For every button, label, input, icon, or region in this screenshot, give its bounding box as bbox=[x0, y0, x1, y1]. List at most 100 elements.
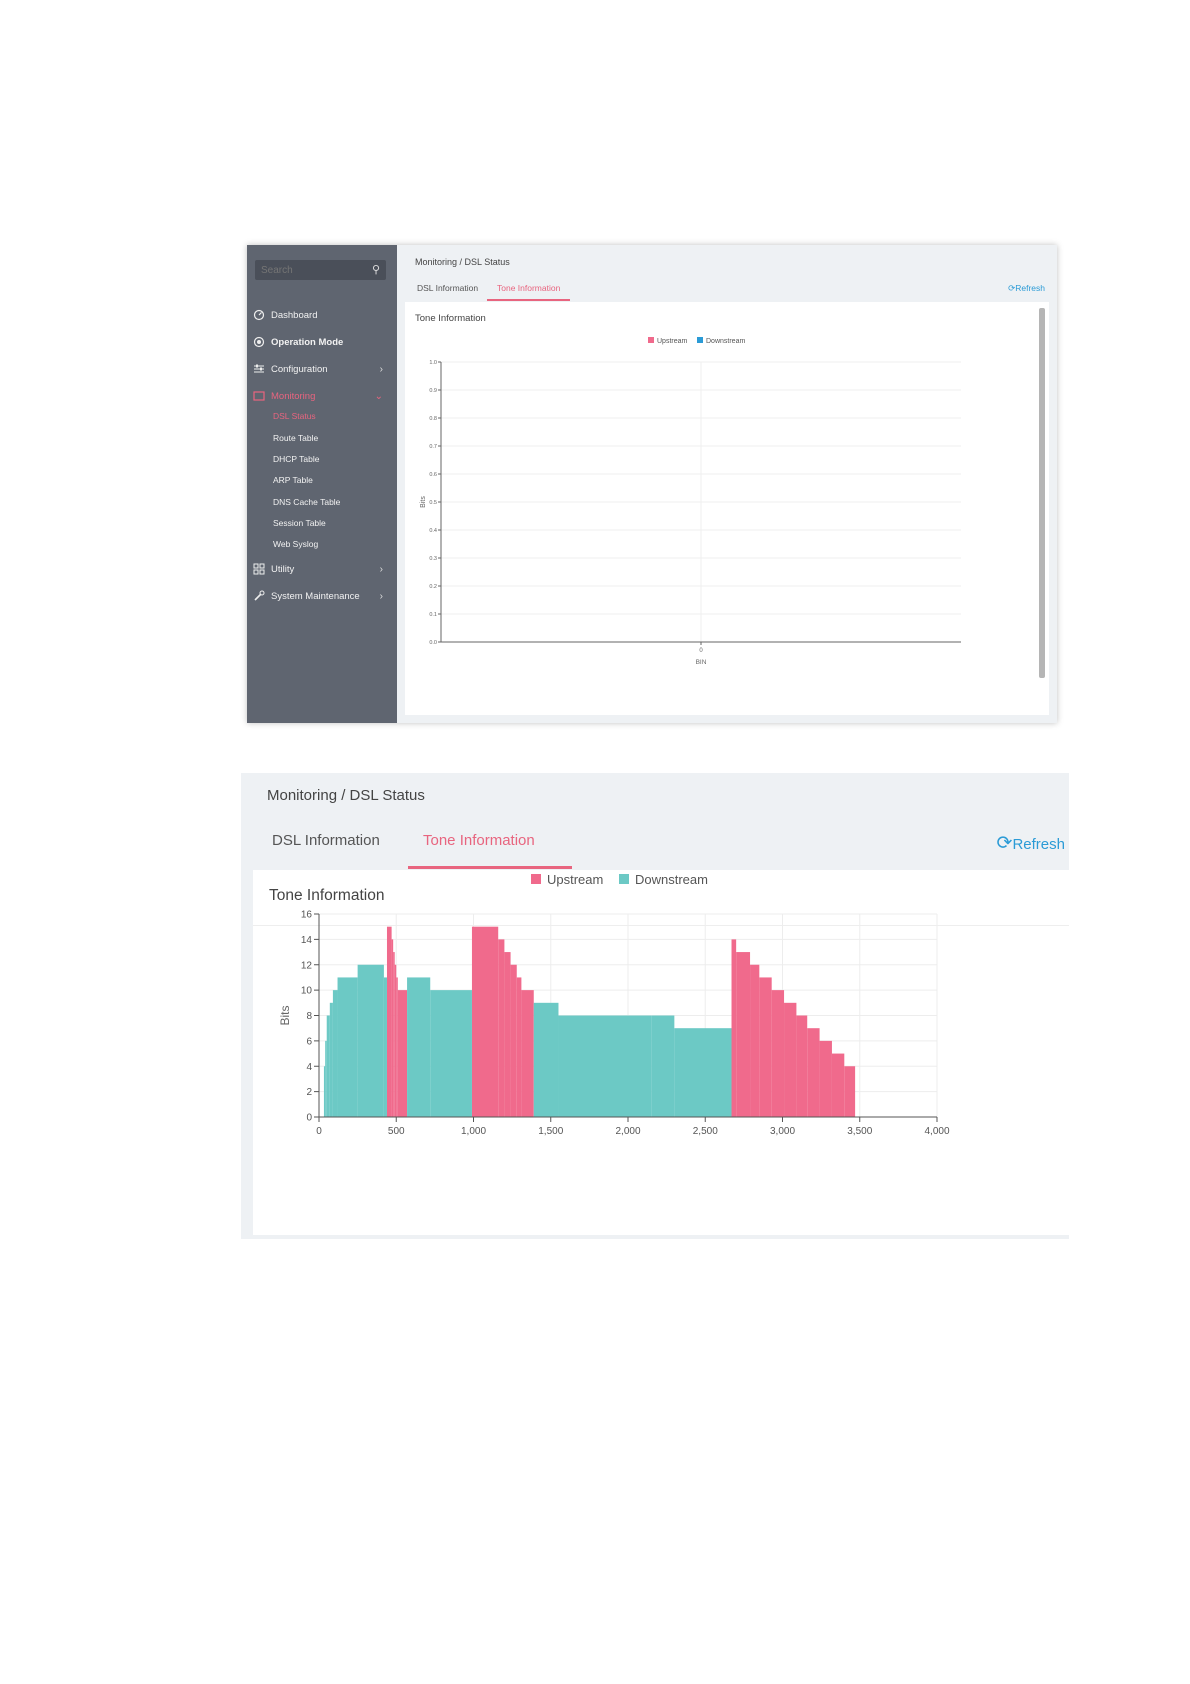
search-box: ⚲ bbox=[255, 260, 386, 280]
sidebar: ⚲ Dashboard Operation Mode Configuration… bbox=[247, 245, 397, 723]
upstream-bar bbox=[784, 1002, 797, 1117]
sidebar-subitem-dns-cache-table[interactable]: DNS Cache Table bbox=[273, 497, 341, 507]
legend-swatch-downstream bbox=[619, 874, 629, 884]
upstream-bar bbox=[396, 977, 398, 1117]
operation-mode-icon bbox=[253, 336, 265, 348]
x-tick-label: 2,000 bbox=[615, 1126, 640, 1137]
upstream-bar bbox=[498, 939, 505, 1117]
upstream-bar bbox=[759, 977, 772, 1117]
upstream-bar bbox=[386, 926, 392, 1117]
y-tick-label: 0.9 bbox=[429, 388, 437, 394]
upstream-bar bbox=[391, 939, 394, 1117]
search-input[interactable] bbox=[255, 261, 377, 280]
upstream-bar bbox=[504, 952, 511, 1117]
y-tick-label: 0.6 bbox=[429, 472, 437, 478]
system-maintenance-icon bbox=[253, 590, 265, 602]
y-tick-label: 16 bbox=[301, 910, 313, 921]
scrollbar[interactable] bbox=[1039, 308, 1045, 678]
tab-tone-information[interactable]: Tone Information bbox=[487, 283, 571, 301]
upstream-bar bbox=[510, 964, 517, 1117]
dashboard-icon bbox=[253, 309, 265, 321]
x-tick-label: 4,000 bbox=[924, 1126, 949, 1137]
breadcrumb: Monitoring / DSL Status bbox=[415, 257, 510, 267]
legend-label-upstream: Upstream bbox=[547, 872, 603, 887]
sidebar-item-dashboard[interactable]: Dashboard bbox=[253, 306, 389, 324]
upstream-bar bbox=[796, 1015, 808, 1117]
refresh-label: Refresh bbox=[1012, 836, 1065, 853]
sidebar-item-monitoring[interactable]: Monitoring ⌄ bbox=[253, 387, 389, 405]
upstream-bar bbox=[771, 990, 785, 1117]
y-tick-label: 12 bbox=[301, 960, 313, 971]
main-content: Monitoring / DSL Status DSL Information … bbox=[397, 245, 1057, 723]
sidebar-item-label: Operation Mode bbox=[271, 336, 344, 348]
sidebar-item-label: Utility bbox=[271, 563, 295, 575]
panel-title: Tone Information bbox=[269, 887, 385, 904]
tone-panel: Tone Information Upstream Downstream 0.0 0.… bbox=[405, 302, 1049, 715]
sidebar-item-configuration[interactable]: Configuration › bbox=[253, 360, 389, 378]
refresh-icon: ⟳ bbox=[996, 833, 1013, 854]
upstream-bar bbox=[471, 926, 499, 1117]
sidebar-subitem-dhcp-table[interactable]: DHCP Table bbox=[273, 454, 320, 464]
y-tick-label: 8 bbox=[306, 1011, 312, 1022]
sidebar-subitem-dsl-status[interactable]: DSL Status bbox=[273, 411, 316, 421]
upstream-bar bbox=[819, 1040, 832, 1117]
monitoring-icon bbox=[253, 390, 265, 402]
downstream-bar bbox=[329, 1002, 333, 1117]
y-tick-label: 14 bbox=[301, 935, 313, 946]
y-tick-label: 0.7 bbox=[429, 444, 437, 450]
sidebar-item-operation-mode[interactable]: Operation Mode bbox=[253, 333, 389, 351]
active-tab-underline bbox=[408, 866, 572, 869]
downstream-bar bbox=[323, 1066, 326, 1117]
downstream-bar bbox=[407, 977, 431, 1117]
upstream-bar bbox=[516, 977, 522, 1117]
sidebar-subitem-session-table[interactable]: Session Table bbox=[273, 518, 326, 528]
x-tick-label: 1,000 bbox=[461, 1126, 486, 1137]
refresh-icon: ⟳ bbox=[1008, 283, 1016, 293]
downstream-bar bbox=[326, 1015, 330, 1117]
x-tick-label: 0 bbox=[316, 1126, 322, 1137]
tone-panel: Tone Information Upstream Downstream 0 2 4 6 8… bbox=[253, 870, 1069, 1235]
sidebar-subitem-arp-table[interactable]: ARP Table bbox=[273, 475, 313, 485]
refresh-label: Refresh bbox=[1015, 283, 1045, 293]
legend-swatch-downstream bbox=[697, 337, 703, 343]
empty-chart: Upstream Downstream 0.0 0.1 0.2 0.3 0.4 0.5 0.6 0… bbox=[420, 337, 961, 666]
tab-dsl-information[interactable]: DSL Information bbox=[272, 832, 380, 849]
refresh-button[interactable]: ⟳Refresh bbox=[1008, 283, 1045, 294]
sidebar-item-system-maintenance[interactable]: System Maintenance › bbox=[253, 587, 389, 605]
sidebar-item-label: System Maintenance bbox=[271, 590, 360, 602]
y-tick-label: 0.5 bbox=[429, 500, 437, 506]
y-tick-label: 4 bbox=[306, 1062, 312, 1073]
chevron-right-icon: › bbox=[379, 590, 383, 602]
downstream-bar bbox=[651, 1015, 675, 1117]
sidebar-subitem-route-table[interactable]: Route Table bbox=[273, 433, 319, 443]
y-tick-label: 0.0 bbox=[429, 640, 437, 646]
chevron-down-icon: ⌄ bbox=[374, 390, 383, 402]
legend-label-upstream: Upstream bbox=[657, 338, 688, 345]
tab-tone-information[interactable]: Tone Information bbox=[423, 832, 535, 849]
y-tick-label: 0.2 bbox=[429, 584, 437, 590]
y-tick-label: 1.0 bbox=[429, 360, 437, 366]
sidebar-subitem-web-syslog[interactable]: Web Syslog bbox=[273, 539, 319, 549]
x-tick-label: 500 bbox=[388, 1126, 405, 1137]
y-tick-label: 0.1 bbox=[429, 612, 437, 618]
y-tick-label: 0.3 bbox=[429, 556, 437, 562]
legend-label-downstream: Downstream bbox=[706, 338, 745, 345]
y-tick-label: 0 bbox=[306, 1113, 312, 1124]
downstream-bar bbox=[357, 964, 384, 1117]
upstream-bar bbox=[393, 952, 395, 1117]
upstream-bar bbox=[397, 990, 408, 1117]
refresh-button[interactable]: ⟳Refresh bbox=[997, 832, 1065, 855]
downstream-bar bbox=[383, 977, 387, 1117]
search-icon[interactable]: ⚲ bbox=[371, 264, 380, 276]
y-tick-label: 0.8 bbox=[429, 416, 437, 422]
downstream-bar bbox=[558, 1015, 652, 1117]
y-axis-label: Bits bbox=[420, 496, 427, 508]
screenshot-overview: ⚲ Dashboard Operation Mode Configuration… bbox=[247, 245, 1057, 723]
x-tick-label: 3,000 bbox=[770, 1126, 795, 1137]
sidebar-item-utility[interactable]: Utility › bbox=[253, 560, 389, 578]
tab-dsl-information[interactable]: DSL Information bbox=[417, 283, 479, 293]
x-axis-label: BIN bbox=[696, 659, 707, 666]
upstream-bar bbox=[807, 1028, 820, 1117]
divider bbox=[253, 925, 1069, 926]
downstream-bar bbox=[325, 1040, 327, 1117]
